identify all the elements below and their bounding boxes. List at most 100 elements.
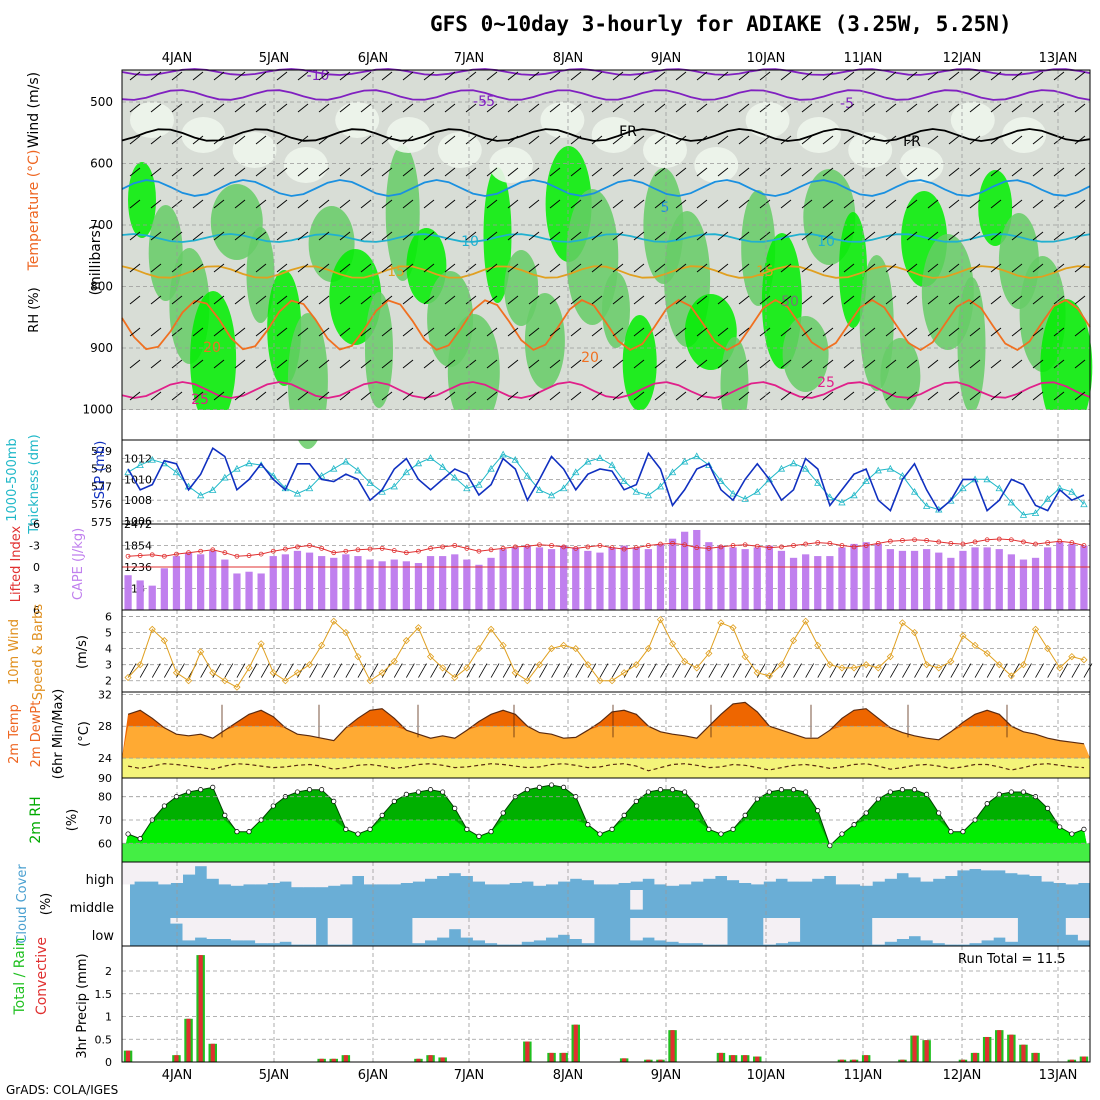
wind-barb [801, 391, 813, 401]
wind-barb [318, 103, 330, 113]
wind-barb-10m [236, 663, 246, 678]
wind-barb [486, 359, 498, 369]
rh-point [403, 791, 409, 797]
cloud-high-bar [255, 862, 268, 885]
cloud-high-bar [872, 862, 885, 882]
wind-barb [822, 391, 834, 401]
wind-barb-10m [1035, 663, 1044, 678]
wind-barb-10m [127, 663, 137, 678]
cape-bar [959, 550, 967, 610]
wind-barb [339, 263, 351, 273]
li-point [924, 538, 930, 543]
wind-barb [423, 263, 435, 273]
wind-barb [885, 71, 897, 81]
wind-barb-10m [539, 663, 548, 678]
wind-barb [696, 359, 708, 369]
wind-speed-point [971, 641, 979, 649]
wind-axis-title-3: (m/s) [75, 635, 90, 669]
top-date-label: 10JAN [747, 51, 786, 66]
wind-barb [423, 167, 435, 177]
li-point [694, 545, 700, 551]
wind-barb-10m [224, 663, 234, 678]
li-point [645, 543, 651, 548]
wind-barb-10m [950, 663, 960, 678]
rh-moist-patch [210, 184, 263, 260]
wind-barb [255, 295, 267, 305]
cape-bar [499, 549, 507, 610]
wind-barb [927, 167, 939, 177]
cloud-low-bar [194, 918, 208, 938]
wind-speed-point [850, 664, 858, 672]
precip-convective-bar [198, 955, 203, 1062]
wind-barb [297, 231, 309, 241]
temp-tick-label: 32 [98, 688, 112, 701]
wind-barb [360, 167, 372, 177]
wind-barb [465, 103, 477, 113]
cloud-low-bar [243, 918, 256, 941]
cloud-high-bar [315, 862, 329, 888]
wind-barb [150, 263, 162, 273]
cape-bar [729, 547, 737, 610]
rh-dry-patch [386, 117, 431, 153]
rh-point [306, 787, 313, 793]
wind-speed-point [1007, 672, 1015, 680]
wind-barb-10m [974, 663, 984, 678]
wind-barb [969, 231, 981, 241]
cloud-high-bar [376, 862, 389, 885]
thickness-axis-title-1: 1000-500mb [5, 438, 20, 522]
wind-barb [234, 103, 246, 113]
rh-point [827, 843, 833, 849]
wind-barb [129, 167, 141, 177]
cape-bar [197, 554, 205, 610]
rh-point [694, 803, 700, 809]
thickness-point [1031, 509, 1040, 517]
precip-convective-bar [743, 1055, 748, 1062]
wind-barb [423, 359, 435, 369]
cape-bar [136, 580, 144, 610]
rh-moist-patch [524, 293, 565, 389]
wind-barb [675, 167, 687, 177]
li-point [1057, 538, 1063, 544]
wind-barb [654, 71, 666, 81]
wind-speed-point [1068, 653, 1076, 661]
temp-axis-title-3: (6hr Min/Max) [51, 689, 66, 779]
rh-dry-patch [130, 102, 174, 138]
top-date-label: 6JAN [358, 51, 389, 66]
wind-barb [759, 359, 771, 369]
li-tick-label: -6 [29, 518, 40, 531]
wind-barb [570, 391, 582, 401]
wind-barb [612, 231, 624, 241]
wind-barb [150, 71, 162, 81]
wind-barb [381, 71, 393, 81]
wind-barb [885, 295, 897, 305]
wind-speed-point [644, 645, 652, 653]
wind-barb [276, 359, 288, 369]
li-point [585, 544, 591, 550]
wind-barb [675, 199, 687, 209]
cloud-low-bar [279, 918, 292, 942]
cape-bar [560, 545, 568, 610]
wind-barb [843, 359, 855, 369]
rh-point [355, 831, 361, 837]
wind-barb-10m [1071, 663, 1081, 678]
wind-barb [528, 391, 540, 401]
wind-barb-10m [176, 663, 185, 678]
precip-convective-bar [646, 1059, 651, 1062]
li-point [198, 548, 204, 554]
wind-barb [738, 231, 750, 241]
thickness-point [1043, 495, 1052, 502]
wind-barb [318, 391, 330, 401]
wind-speed-point [1031, 625, 1040, 633]
cape-bar [475, 564, 483, 610]
wind-barb [213, 167, 225, 177]
legend-wind: Wind (m/s) [26, 72, 42, 148]
wind-barb [213, 103, 225, 113]
li-point [452, 543, 458, 548]
wind-speed-point [620, 669, 628, 677]
rh-point [1008, 789, 1014, 795]
wind-speed-point [487, 625, 495, 633]
bottom-date-label: 8JAN [553, 1068, 584, 1083]
wind-barb [1074, 103, 1086, 113]
precip-convective-bar [972, 1052, 978, 1062]
li-point [464, 545, 470, 551]
